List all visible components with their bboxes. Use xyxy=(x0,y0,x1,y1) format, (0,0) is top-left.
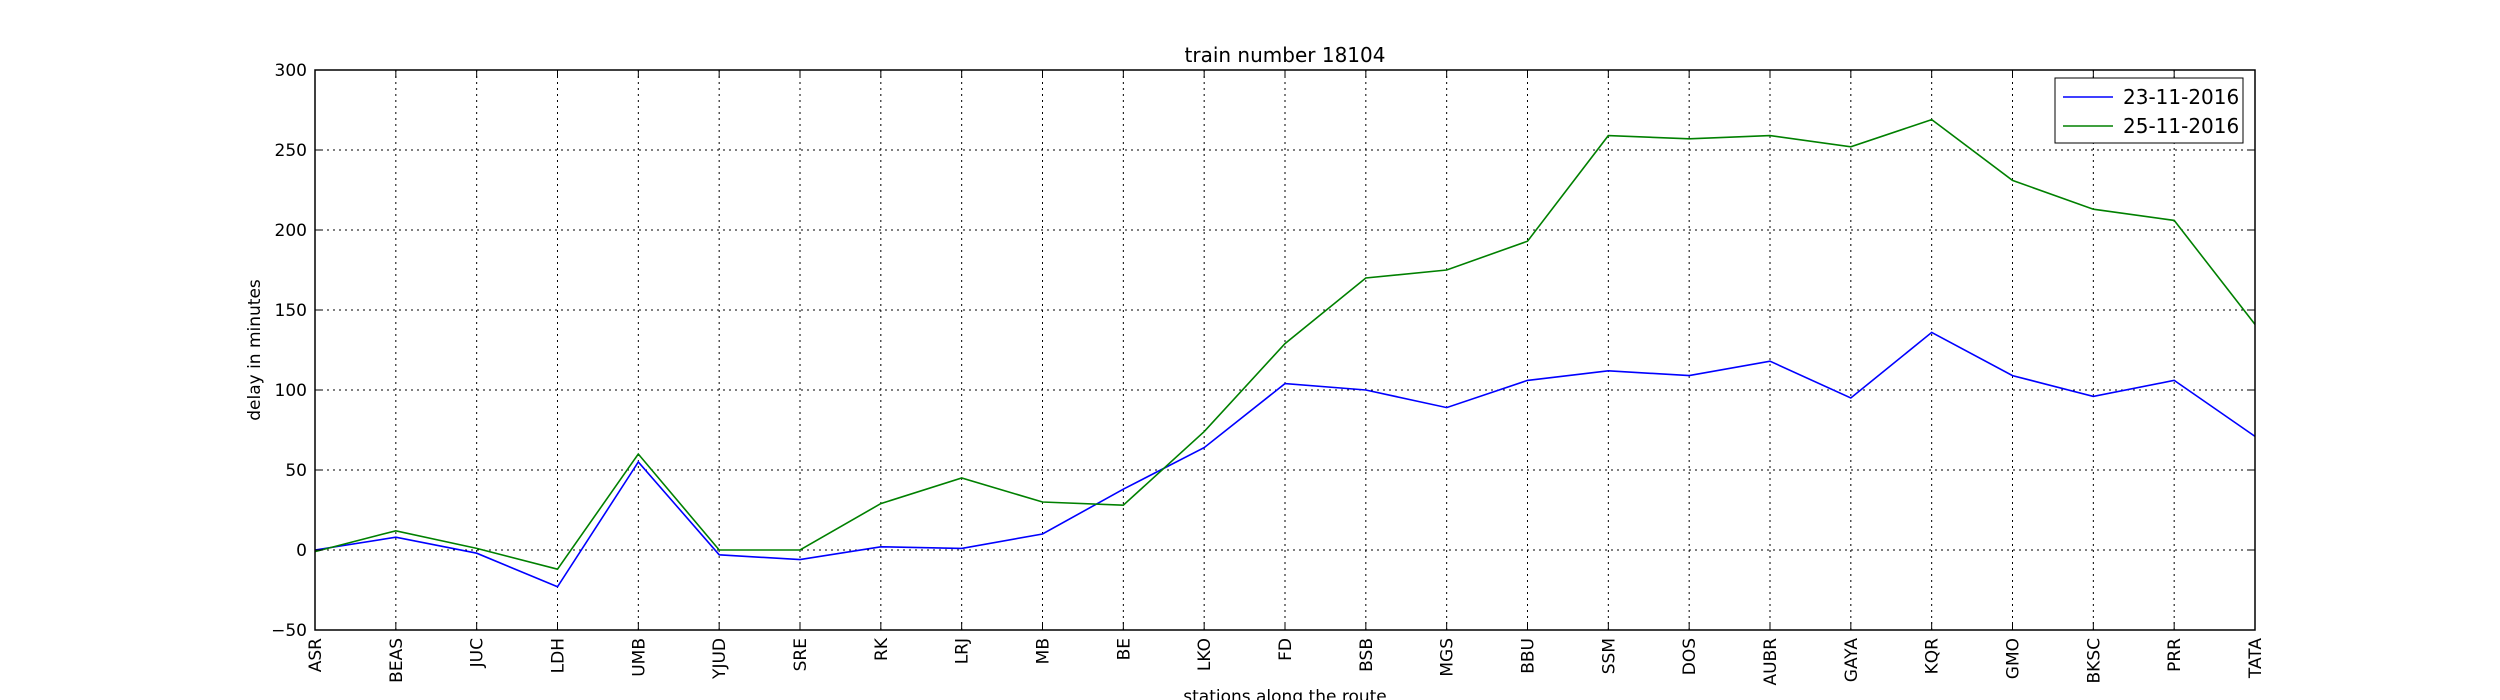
y-tick-label: −50 xyxy=(271,621,307,641)
y-tick-label: 50 xyxy=(285,461,307,481)
x-tick-label: MB xyxy=(1034,638,1054,664)
y-tick-label: 200 xyxy=(275,221,307,241)
legend: 23-11-2016 25-11-2016 xyxy=(2054,77,2244,144)
x-tick-label: BSB xyxy=(1357,638,1377,672)
x-tick-label: BE xyxy=(1114,638,1134,660)
y-tick-label: 250 xyxy=(275,141,307,161)
chart-title: train number 18104 xyxy=(1185,43,1386,67)
legend-box xyxy=(2054,77,2244,144)
x-tick-label: LKO xyxy=(1195,638,1215,671)
x-tick-label: AUBR xyxy=(1761,638,1781,686)
y-axis-label: delay in minutes xyxy=(245,279,265,421)
series-line-25-11-2016 xyxy=(314,118,2256,571)
x-tick-label: YJUD xyxy=(710,638,730,680)
y-tick-label: 0 xyxy=(296,541,307,561)
x-tick-label: TATA xyxy=(2246,638,2266,679)
x-axis-ticks: ASR BEAS JUC LDH UMB YJUD SRE RK LRJ MB BE LKO FD BSB… xyxy=(306,70,2266,686)
x-tick-label: LRJ xyxy=(953,638,973,664)
y-tick-label: 150 xyxy=(275,301,307,321)
x-tick-label: FD xyxy=(1276,638,1296,661)
x-tick-label: BKSC xyxy=(2084,638,2104,683)
y-tick-label: 100 xyxy=(275,381,307,401)
x-tick-label: LDH xyxy=(549,638,569,673)
x-tick-label: BEAS xyxy=(387,638,407,683)
y-tick-label: 300 xyxy=(275,61,307,81)
x-tick-label: RK xyxy=(872,637,892,661)
x-tick-label: GAYA xyxy=(1842,638,1862,683)
x-tick-label: BBU xyxy=(1519,638,1539,674)
x-tick-label: SSM xyxy=(1599,638,1619,674)
x-axis-label: stations along the route xyxy=(1183,687,1387,700)
series-line-23-11-2016 xyxy=(314,331,2256,588)
x-tick-label: KQR xyxy=(1923,638,1943,675)
legend-label: 23-11-2016 xyxy=(2123,85,2239,109)
legend-label: 25-11-2016 xyxy=(2123,114,2239,138)
series-lines xyxy=(314,118,2256,588)
x-tick-label: UMB xyxy=(629,638,649,677)
x-tick-label: SRE xyxy=(791,638,811,671)
x-tick-label: ASR xyxy=(306,638,326,672)
x-tick-label: GMO xyxy=(2004,638,2024,679)
x-tick-label: MGS xyxy=(1438,638,1458,677)
x-tick-label: JUC xyxy=(468,638,488,668)
x-tick-label: DOS xyxy=(1680,638,1700,675)
x-tick-label: PRR xyxy=(2165,638,2185,672)
y-axis-ticks: −50 0 50 100 150 200 250 300 xyxy=(271,61,2255,641)
